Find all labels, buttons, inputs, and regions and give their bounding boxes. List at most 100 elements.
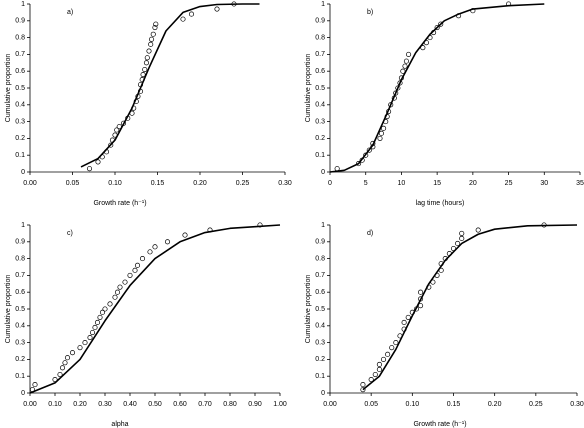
data-point bbox=[257, 222, 263, 228]
data-point bbox=[117, 284, 123, 290]
y-tick-label: 0.9 bbox=[315, 18, 325, 25]
panel-label: c) bbox=[67, 230, 73, 237]
y-tick-label: 0.2 bbox=[15, 135, 25, 142]
data-point bbox=[393, 90, 399, 96]
y-tick-label: 0.5 bbox=[15, 85, 25, 92]
data-point bbox=[142, 66, 148, 73]
data-point bbox=[153, 21, 159, 27]
data-point bbox=[164, 239, 171, 245]
x-tick-label: 0.20 bbox=[488, 401, 502, 408]
data-point bbox=[132, 267, 138, 273]
data-point bbox=[122, 279, 128, 285]
y-tick-label: 1 bbox=[21, 222, 25, 229]
data-point bbox=[127, 272, 133, 278]
data-point bbox=[144, 55, 150, 61]
data-point bbox=[372, 371, 378, 378]
y-tick-label: 0.9 bbox=[15, 18, 25, 25]
y-tick-label: 0.6 bbox=[15, 68, 25, 75]
x-axis-label: alpha bbox=[111, 421, 128, 428]
y-axis-label: Cumulative proportion bbox=[305, 54, 312, 123]
y-tick-label: 1 bbox=[321, 1, 325, 8]
data-point bbox=[418, 289, 424, 295]
x-tick-label: 0.00 bbox=[23, 180, 37, 187]
x-tick-label: 0.80 bbox=[223, 401, 237, 408]
data-point bbox=[403, 58, 409, 64]
y-tick-label: 0.8 bbox=[15, 255, 25, 262]
data-point bbox=[89, 329, 96, 336]
panel-label: a) bbox=[67, 9, 73, 16]
y-tick-label: 0 bbox=[321, 169, 325, 176]
data-point bbox=[82, 340, 88, 346]
data-point bbox=[108, 142, 114, 148]
data-point bbox=[114, 289, 121, 295]
y-tick-label: 0.3 bbox=[315, 118, 325, 125]
y-tick-label: 0.1 bbox=[15, 152, 25, 159]
data-point bbox=[360, 387, 366, 393]
x-tick-label: 1.00 bbox=[273, 401, 287, 408]
x-tick-label: 0.30 bbox=[98, 401, 112, 408]
data-point bbox=[92, 324, 98, 331]
y-tick-label: 0.8 bbox=[315, 255, 325, 262]
x-tick-label: 0.10 bbox=[108, 180, 122, 187]
y-tick-label: 0.4 bbox=[315, 102, 325, 109]
y-tick-label: 1 bbox=[21, 1, 25, 8]
data-point bbox=[62, 360, 68, 366]
data-point bbox=[420, 45, 426, 51]
x-tick-label: 0.10 bbox=[48, 401, 62, 408]
x-axis-label: Growth rate (h⁻¹) bbox=[413, 421, 466, 428]
data-point bbox=[102, 306, 108, 312]
x-tick-label: 0.10 bbox=[406, 401, 420, 408]
y-tick-label: 0.7 bbox=[15, 51, 25, 58]
fitted-curve bbox=[80, 3, 260, 168]
data-point bbox=[368, 377, 374, 383]
data-point bbox=[147, 249, 153, 255]
data-point bbox=[140, 72, 146, 78]
y-tick-label: 0 bbox=[21, 390, 25, 397]
y-tick-label: 0.2 bbox=[15, 356, 25, 363]
y-tick-label: 0.5 bbox=[315, 306, 325, 313]
y-tick-label: 0.4 bbox=[15, 323, 25, 330]
data-point bbox=[86, 166, 93, 172]
x-tick-label: 0.70 bbox=[198, 401, 212, 408]
y-axis-label: Cumulative proportion bbox=[5, 54, 12, 123]
x-tick-label: 0.30 bbox=[570, 401, 584, 408]
y-tick-label: 0.3 bbox=[15, 118, 25, 125]
data-point bbox=[405, 314, 411, 320]
x-tick-label: 20 bbox=[469, 180, 477, 187]
y-tick-label: 0.6 bbox=[315, 289, 325, 296]
data-point bbox=[401, 319, 407, 325]
y-tick-label: 0.9 bbox=[315, 239, 325, 246]
data-point bbox=[149, 36, 155, 42]
panel-label: d) bbox=[367, 230, 373, 237]
y-tick-label: 0.3 bbox=[315, 339, 325, 346]
fitted-curve bbox=[329, 3, 545, 173]
data-point bbox=[434, 24, 440, 31]
y-tick-label: 0.6 bbox=[315, 68, 325, 75]
data-point bbox=[95, 159, 101, 165]
y-tick-label: 0.2 bbox=[315, 356, 325, 363]
data-point bbox=[459, 230, 465, 236]
x-tick-label: 0.60 bbox=[173, 401, 187, 408]
data-point bbox=[112, 294, 118, 300]
data-point bbox=[134, 262, 141, 268]
y-tick-label: 0.7 bbox=[315, 51, 325, 58]
data-point bbox=[152, 244, 158, 250]
x-tick-label: 5 bbox=[364, 180, 368, 187]
y-tick-label: 0.5 bbox=[315, 85, 325, 92]
data-point bbox=[385, 351, 391, 357]
data-point bbox=[69, 350, 76, 356]
y-tick-label: 0.4 bbox=[15, 102, 25, 109]
y-tick-label: 0 bbox=[21, 169, 25, 176]
x-tick-label: 15 bbox=[433, 180, 441, 187]
x-axis-label: Growth rate (h⁻¹) bbox=[93, 200, 146, 207]
data-point bbox=[114, 127, 120, 133]
data-point bbox=[377, 135, 383, 141]
fitted-curve bbox=[29, 224, 281, 394]
y-tick-label: 0 bbox=[321, 390, 325, 397]
x-tick-label: 0.20 bbox=[73, 401, 87, 408]
x-tick-label: 0.25 bbox=[529, 401, 543, 408]
data-point bbox=[59, 365, 66, 371]
data-point bbox=[150, 31, 156, 37]
y-tick-label: 0.1 bbox=[315, 373, 325, 380]
